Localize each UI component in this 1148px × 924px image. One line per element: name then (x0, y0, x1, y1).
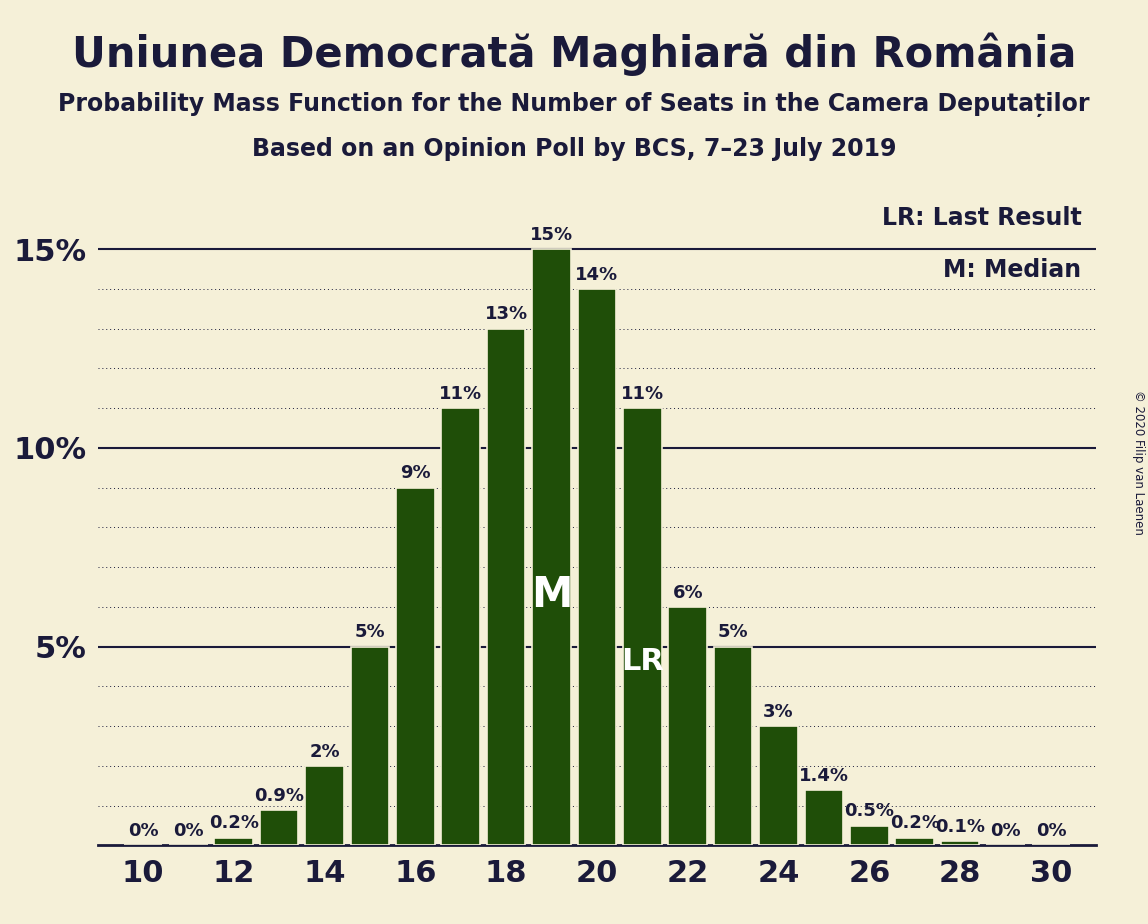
Text: 1.4%: 1.4% (799, 767, 850, 784)
Bar (305, 766, 344, 845)
Text: 14%: 14% (575, 266, 619, 284)
Text: 0%: 0% (1035, 822, 1066, 840)
Text: 11%: 11% (621, 385, 664, 403)
Text: 0%: 0% (173, 822, 203, 840)
Text: 0.1%: 0.1% (936, 819, 985, 836)
Text: Uniunea Democrată Maghiară din România: Uniunea Democrată Maghiară din România (72, 32, 1076, 76)
Text: 0.5%: 0.5% (844, 802, 894, 821)
Bar (623, 408, 661, 845)
Bar (350, 647, 389, 845)
Bar (259, 809, 298, 845)
Text: LR: Last Result: LR: Last Result (882, 206, 1081, 230)
Text: 0.2%: 0.2% (209, 814, 258, 833)
Text: M: M (530, 574, 573, 616)
Text: 6%: 6% (673, 584, 703, 602)
Bar (805, 790, 844, 845)
Bar (487, 329, 526, 845)
Text: 0.9%: 0.9% (254, 786, 304, 805)
Bar (533, 249, 571, 845)
Bar (215, 837, 253, 845)
Bar (396, 488, 435, 845)
Bar (850, 825, 889, 845)
Bar (759, 726, 798, 845)
Text: 9%: 9% (400, 465, 430, 482)
Text: Probability Mass Function for the Number of Seats in the Camera Deputaților: Probability Mass Function for the Number… (59, 92, 1089, 117)
Text: LR: LR (621, 648, 664, 676)
Text: 2%: 2% (309, 743, 340, 760)
Bar (577, 289, 616, 845)
Text: 13%: 13% (484, 306, 528, 323)
Text: 0.2%: 0.2% (890, 814, 940, 833)
Bar (895, 837, 934, 845)
Bar (668, 607, 707, 845)
Bar (714, 647, 752, 845)
Text: 3%: 3% (763, 703, 794, 721)
Text: 5%: 5% (718, 624, 748, 641)
Text: Based on an Opinion Poll by BCS, 7–23 July 2019: Based on an Opinion Poll by BCS, 7–23 Ju… (251, 137, 897, 161)
Text: © 2020 Filip van Laenen: © 2020 Filip van Laenen (1132, 390, 1146, 534)
Text: 5%: 5% (355, 624, 386, 641)
Text: 0%: 0% (127, 822, 158, 840)
Text: M: Median: M: Median (944, 259, 1081, 283)
Text: 0%: 0% (991, 822, 1021, 840)
Bar (941, 842, 979, 845)
Text: 11%: 11% (440, 385, 482, 403)
Bar (442, 408, 480, 845)
Text: 15%: 15% (530, 225, 573, 244)
